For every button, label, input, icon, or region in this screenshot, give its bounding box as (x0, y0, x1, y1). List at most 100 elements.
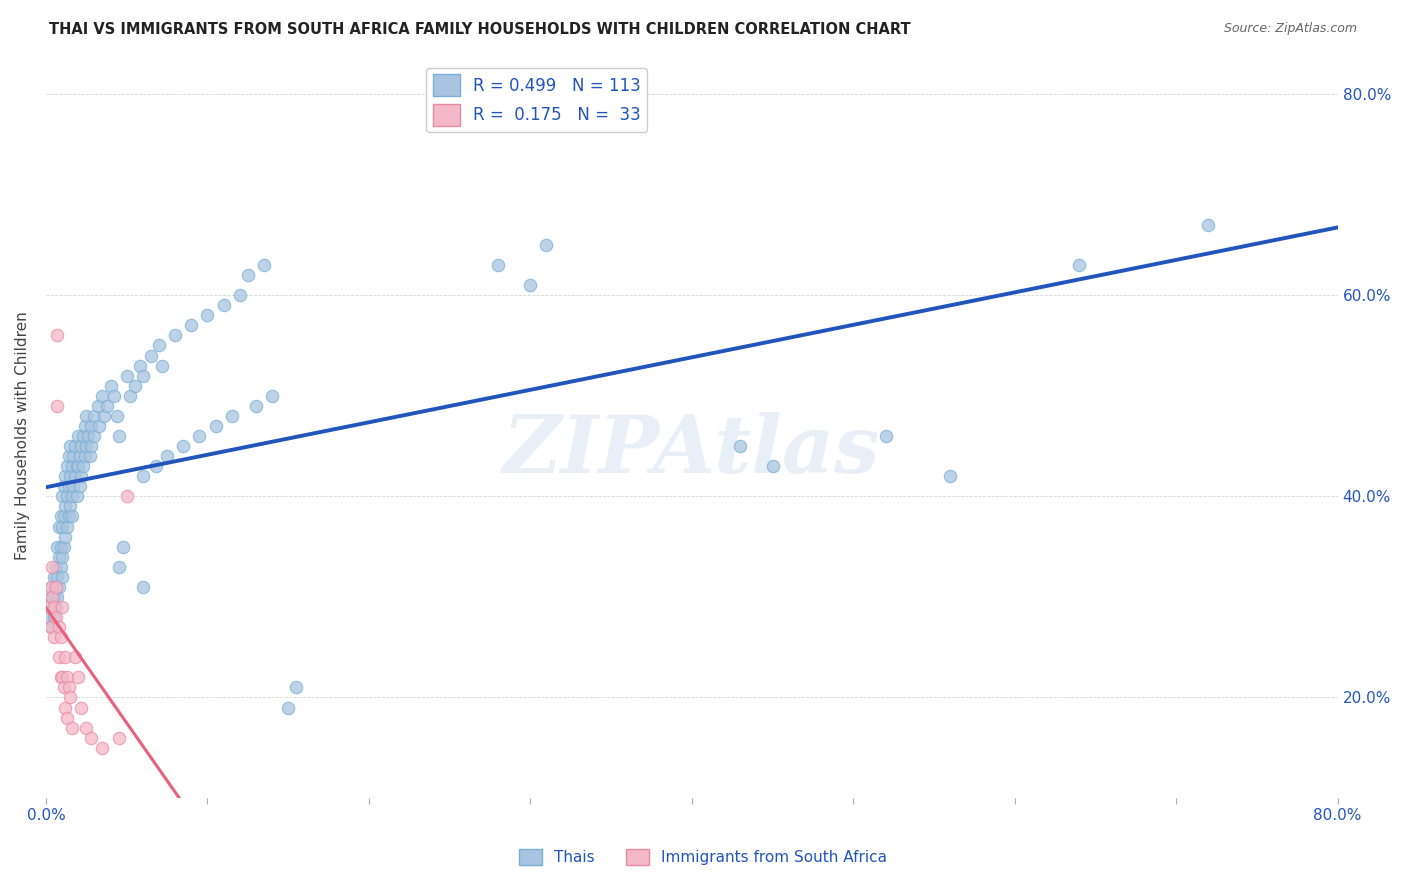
Point (59, 690, 82, 705)
Point (107, 731, 129, 745)
Point (73, 449, 96, 463)
Point (236, 268, 259, 282)
Point (204, 419, 226, 434)
Point (875, 429, 897, 443)
Point (91, 389, 114, 403)
Point (52, 479, 75, 493)
Point (197, 308, 219, 322)
Point (72, 429, 94, 443)
Point (53, 500, 76, 514)
Point (172, 439, 194, 453)
Point (49, 630, 72, 644)
Legend: R = 0.499   N = 113, R =  0.175   N =  33: R = 0.499 N = 113, R = 0.175 N = 33 (426, 68, 647, 132)
Point (56, 459, 79, 474)
Point (49, 540, 72, 554)
Point (39, 580, 62, 594)
Point (107, 429, 129, 443)
Point (77, 429, 100, 443)
Point (939, 469, 962, 483)
Point (41, 590, 63, 604)
Y-axis label: Family Households with Children: Family Households with Children (15, 311, 30, 560)
Point (51, 599, 73, 614)
Point (221, 409, 243, 423)
Point (245, 399, 267, 413)
Point (75, 721, 97, 735)
Point (148, 338, 170, 352)
Point (53, 650, 76, 665)
Point (83, 409, 105, 423)
Point (536, 238, 558, 252)
Point (89, 419, 111, 434)
Point (67, 429, 90, 443)
Point (60, 721, 83, 735)
Point (486, 258, 509, 272)
Point (52, 681, 75, 695)
Point (48, 519, 70, 533)
Point (91, 740, 114, 755)
Point (761, 459, 783, 474)
Point (69, 479, 91, 493)
Point (59, 439, 82, 453)
Point (51, 570, 73, 584)
Point (48, 580, 70, 594)
Text: Source: ZipAtlas.com: Source: ZipAtlas.com (1223, 22, 1357, 36)
Point (103, 389, 125, 403)
Point (728, 439, 751, 453)
Point (80, 439, 103, 453)
Point (79, 449, 101, 463)
Point (115, 368, 138, 383)
Point (46, 328, 69, 343)
Point (67, 670, 90, 684)
Point (49, 559, 72, 574)
Point (132, 368, 155, 383)
Point (277, 700, 299, 714)
Point (53, 700, 76, 714)
Point (66, 459, 89, 474)
Point (42, 599, 65, 614)
Point (58, 449, 80, 463)
Point (45, 580, 67, 594)
Point (145, 459, 167, 474)
Point (80, 419, 103, 434)
Point (63, 439, 86, 453)
Point (165, 328, 187, 343)
Point (72, 459, 94, 474)
Point (70, 469, 93, 483)
Point (41, 580, 63, 594)
Point (132, 469, 155, 483)
Point (128, 359, 150, 373)
Point (93, 409, 115, 423)
Point (62, 479, 84, 493)
Point (48, 650, 70, 665)
Point (63, 650, 86, 665)
Point (46, 570, 69, 584)
Point (53, 469, 76, 483)
Point (58, 509, 80, 524)
Point (188, 429, 211, 443)
Point (60, 509, 83, 524)
Point (53, 530, 76, 544)
Point (80, 731, 103, 745)
Point (59, 469, 82, 483)
Point (48, 549, 70, 564)
Point (70, 439, 93, 453)
Point (42, 630, 65, 644)
Point (75, 409, 97, 423)
Point (51, 519, 73, 533)
Point (253, 258, 276, 272)
Point (73, 419, 96, 434)
Point (52, 509, 75, 524)
Point (86, 399, 108, 413)
Point (69, 449, 91, 463)
Point (139, 349, 162, 363)
Point (66, 489, 89, 503)
Point (39, 620, 62, 634)
Point (38, 599, 60, 614)
Point (56, 710, 79, 724)
Point (58, 681, 80, 695)
Point (112, 540, 135, 554)
Point (62, 449, 84, 463)
Point (60, 459, 83, 474)
Point (46, 540, 69, 554)
Point (100, 378, 122, 392)
